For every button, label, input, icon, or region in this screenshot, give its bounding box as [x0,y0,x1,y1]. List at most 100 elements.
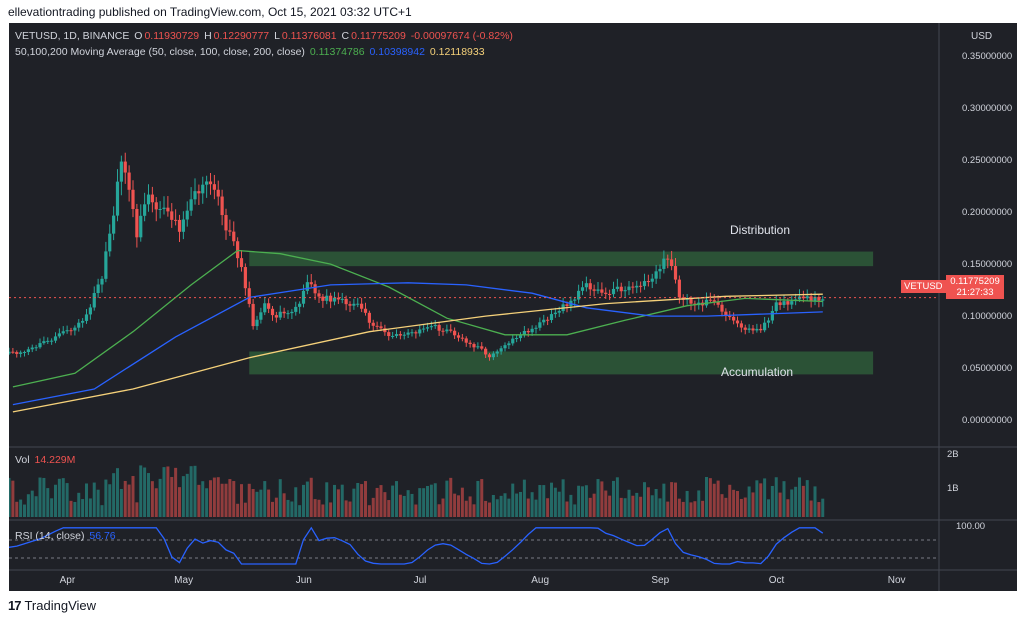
candle-body [735,320,740,324]
volume-bar [371,497,375,517]
candle-body [236,241,240,259]
candle-body [778,302,782,306]
candle-body [712,300,716,302]
volume-bar [267,489,271,517]
volume-bar [189,466,193,517]
candle-body [565,304,569,307]
volume-bar [240,484,243,517]
volume-bar [809,500,813,517]
candle-body [394,334,399,336]
candle-body [422,328,426,330]
candle-body [119,161,123,182]
candle-body [437,324,441,331]
ma200-value: 0.12118933 [429,46,485,58]
volume-bar [38,477,42,517]
volume-legend: Vol 14.229M [15,454,77,466]
volume-bar [73,501,77,517]
price-tick-label: 0.15000000 [962,259,1012,270]
candle-body [332,297,337,302]
price-chart[interactable]: 0.35000000 0.30000000 0.25000000 0.20000000… [9,23,1017,591]
candle-body [515,338,519,340]
volume-bar [565,501,569,517]
candle-body [115,181,120,216]
candle-body [704,299,709,306]
candle-body [232,231,236,242]
candle-body [759,328,763,331]
candle-body [534,327,538,329]
volume-bar [654,489,658,517]
time-tick-label: Apr [60,575,76,586]
candle-body [580,287,585,291]
candle-body [402,334,406,336]
volume-bar [821,498,825,517]
volume-bar [9,477,11,517]
time-tick-label: Nov [888,575,906,586]
candle-body [379,326,383,329]
candle-body [150,194,154,203]
volume-bar [701,500,705,517]
candle-body [239,258,244,268]
candle-body [673,266,678,280]
candle-body [360,303,364,309]
volume-bar [774,477,778,517]
volume-bar [387,500,391,517]
volume-bar [534,499,538,517]
volume-bar [181,476,185,517]
candle-body [414,332,418,334]
candle-body [247,288,251,304]
volume-bar [468,496,472,517]
candle-body [724,311,728,317]
volume-bar [406,490,410,517]
volume-bar [778,492,782,517]
volume-bar [150,481,154,517]
candle-body [69,330,73,332]
volume-bar [88,498,92,517]
volume-bar [747,486,751,517]
candle-body [445,329,449,332]
candle-body [635,285,639,288]
candle-body [348,304,352,306]
volume-bar [119,488,123,517]
symbol-label: VETUSD, 1D, BINANCE [15,30,130,42]
volume-bar [50,498,54,517]
volume-bar [178,487,181,517]
chart-frame[interactable]: 0.35000000 0.30000000 0.25000000 0.20000000… [9,23,1017,591]
volume-bar [123,480,127,517]
candle-body [685,298,689,300]
candle-body [216,189,220,197]
candle-body [177,219,182,232]
candle-body [495,351,499,354]
rsi-label: RSI (14, close) [15,530,85,542]
volume-bar [274,497,278,517]
price-tick-label: 0.00000000 [962,415,1012,426]
candle-body [604,292,608,294]
volume-bar [26,494,30,517]
candle-body [9,351,11,354]
volume-label: Vol [15,454,30,466]
volume-bar [670,482,674,517]
volume-bar [550,482,553,517]
volume-bar [666,501,670,517]
candle-body [670,259,674,267]
volume-bar [631,495,635,517]
volume-bar [674,482,677,517]
candle-body [677,279,681,298]
candle-body [251,303,255,327]
volume-bar [298,505,302,517]
volume-bar [402,495,406,517]
candle-body [611,288,616,295]
brand-name: TradingView [24,598,97,613]
volume-bar [732,489,736,517]
ma100-value: 0.10398942 [369,46,425,58]
volume-bar [519,491,522,517]
volume-bar [573,504,577,517]
high-value: 0.12290777 [213,30,270,42]
volume-bar [712,483,716,517]
volume-bar [453,493,457,517]
volume-bar [108,484,112,517]
candle-body [549,314,554,321]
volume-bar [724,497,728,517]
volume-bar [759,483,763,517]
candle-body [267,303,271,309]
volume-bar [511,483,515,517]
